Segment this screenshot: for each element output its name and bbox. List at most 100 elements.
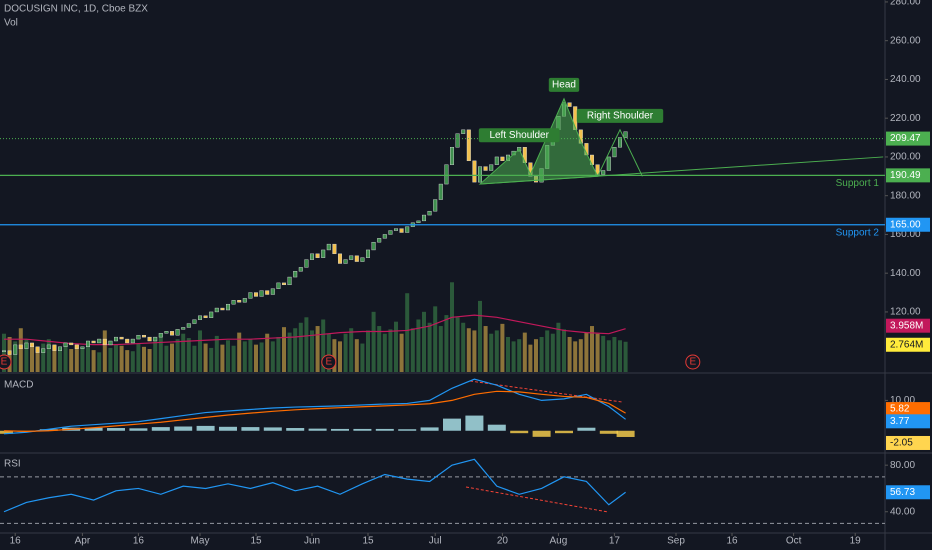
macd-histogram-bar <box>487 424 506 431</box>
volume-bar <box>321 319 326 372</box>
candle <box>158 333 163 338</box>
candle <box>265 290 270 295</box>
macd-histogram-bar <box>331 428 349 431</box>
volume-bar <box>198 330 202 372</box>
volume-bar <box>86 341 90 372</box>
candle <box>225 303 230 311</box>
level-badge: 209.47 <box>890 133 921 144</box>
volume-bar <box>494 330 499 372</box>
candle <box>332 243 337 255</box>
macd-histogram-bar <box>616 430 635 437</box>
candle <box>595 164 600 175</box>
earnings-label: E <box>689 357 696 368</box>
candle <box>18 344 23 349</box>
candle <box>231 300 236 305</box>
signal-line <box>3 390 626 432</box>
candle <box>220 307 225 311</box>
macd-histogram-bar <box>375 428 394 431</box>
x-tick-label: Apr <box>75 536 91 547</box>
candle <box>455 133 460 148</box>
candle <box>108 340 113 346</box>
volume-bar <box>489 333 494 372</box>
volume-bar <box>382 333 387 372</box>
volume-bar <box>46 339 51 372</box>
volume-bar <box>13 341 18 372</box>
macd-histogram-bar <box>443 418 461 431</box>
y-tick-label: 220.00 <box>890 113 921 124</box>
x-tick-label: 16 <box>10 536 22 547</box>
volume-bar <box>147 349 152 372</box>
signal-badge-bg <box>886 402 930 417</box>
pattern-label: Right Shoulder <box>587 110 654 121</box>
candle <box>175 329 180 336</box>
candle <box>461 129 466 134</box>
level-badge: 190.49 <box>890 170 921 181</box>
volume-bar <box>450 282 454 372</box>
volume-ma-badge: 3.958M <box>890 320 923 331</box>
volume-bar <box>377 326 382 372</box>
candle <box>282 282 287 286</box>
pattern-label: Left Shoulder <box>489 130 549 141</box>
candle <box>186 323 191 328</box>
volume-bar <box>410 328 415 372</box>
candle <box>472 160 477 183</box>
volume-bar <box>461 322 466 372</box>
volume-bar <box>80 347 85 372</box>
volume-bar <box>242 341 247 372</box>
volume-bar <box>248 339 253 372</box>
volume-bar <box>265 333 270 372</box>
x-tick-label: 20 <box>497 536 509 547</box>
y-tick-label: 160.00 <box>890 229 921 240</box>
y-tick-label: 200.00 <box>890 152 921 163</box>
candle <box>52 344 57 351</box>
volume-bar <box>438 326 443 372</box>
volume-bar <box>209 347 214 372</box>
volume-bar <box>433 306 438 372</box>
candle <box>623 131 628 138</box>
signal-badge: 5.82 <box>890 404 910 415</box>
candle <box>416 220 421 224</box>
rsi-line <box>3 458 626 513</box>
macd-histogram-bar <box>555 430 573 434</box>
x-tick-label: 16 <box>133 536 145 547</box>
volume-bar <box>478 300 482 372</box>
y-tick-label: 140.00 <box>890 268 921 279</box>
candle <box>169 331 174 336</box>
volume-bar <box>214 335 219 372</box>
volume-bar <box>237 332 242 372</box>
macd-histogram-bar <box>532 430 551 437</box>
macd-histogram-bar <box>308 428 327 431</box>
volume-bar <box>590 326 594 372</box>
volume-bar <box>304 317 309 372</box>
y-tick-label: 260.00 <box>890 35 921 46</box>
macd-histogram-bar <box>510 430 529 434</box>
candle <box>399 228 404 233</box>
volume-bar <box>618 340 622 372</box>
volume-bar <box>220 344 225 372</box>
volume-bar <box>500 323 505 372</box>
volume-bar <box>584 332 589 372</box>
volume-bar <box>97 352 102 372</box>
volume-bar <box>119 345 124 372</box>
x-tick-label: 19 <box>850 536 862 547</box>
volume-badge-bg <box>886 337 930 352</box>
y-tick-label: 80.00 <box>890 460 915 471</box>
volume-bar <box>315 326 320 372</box>
chart-title: DOCUSIGN INC, 1D, Cboe BZX <box>4 4 148 15</box>
volume-title: Vol <box>4 18 18 29</box>
y-tick-label: 180.00 <box>890 190 921 201</box>
level-badge: 165.00 <box>890 219 921 230</box>
candle <box>438 183 443 200</box>
candle <box>214 307 219 313</box>
volume-bar <box>231 345 236 372</box>
candle <box>354 255 359 262</box>
macd-histogram-bar <box>0 430 13 434</box>
candle <box>91 340 96 344</box>
x-tick-label: 17 <box>609 536 621 547</box>
volume-bar <box>18 328 23 372</box>
volume-bar <box>30 344 34 372</box>
candle <box>97 338 102 344</box>
macd-histogram-bar <box>196 425 215 431</box>
y-tick-label: 240.00 <box>890 74 921 85</box>
